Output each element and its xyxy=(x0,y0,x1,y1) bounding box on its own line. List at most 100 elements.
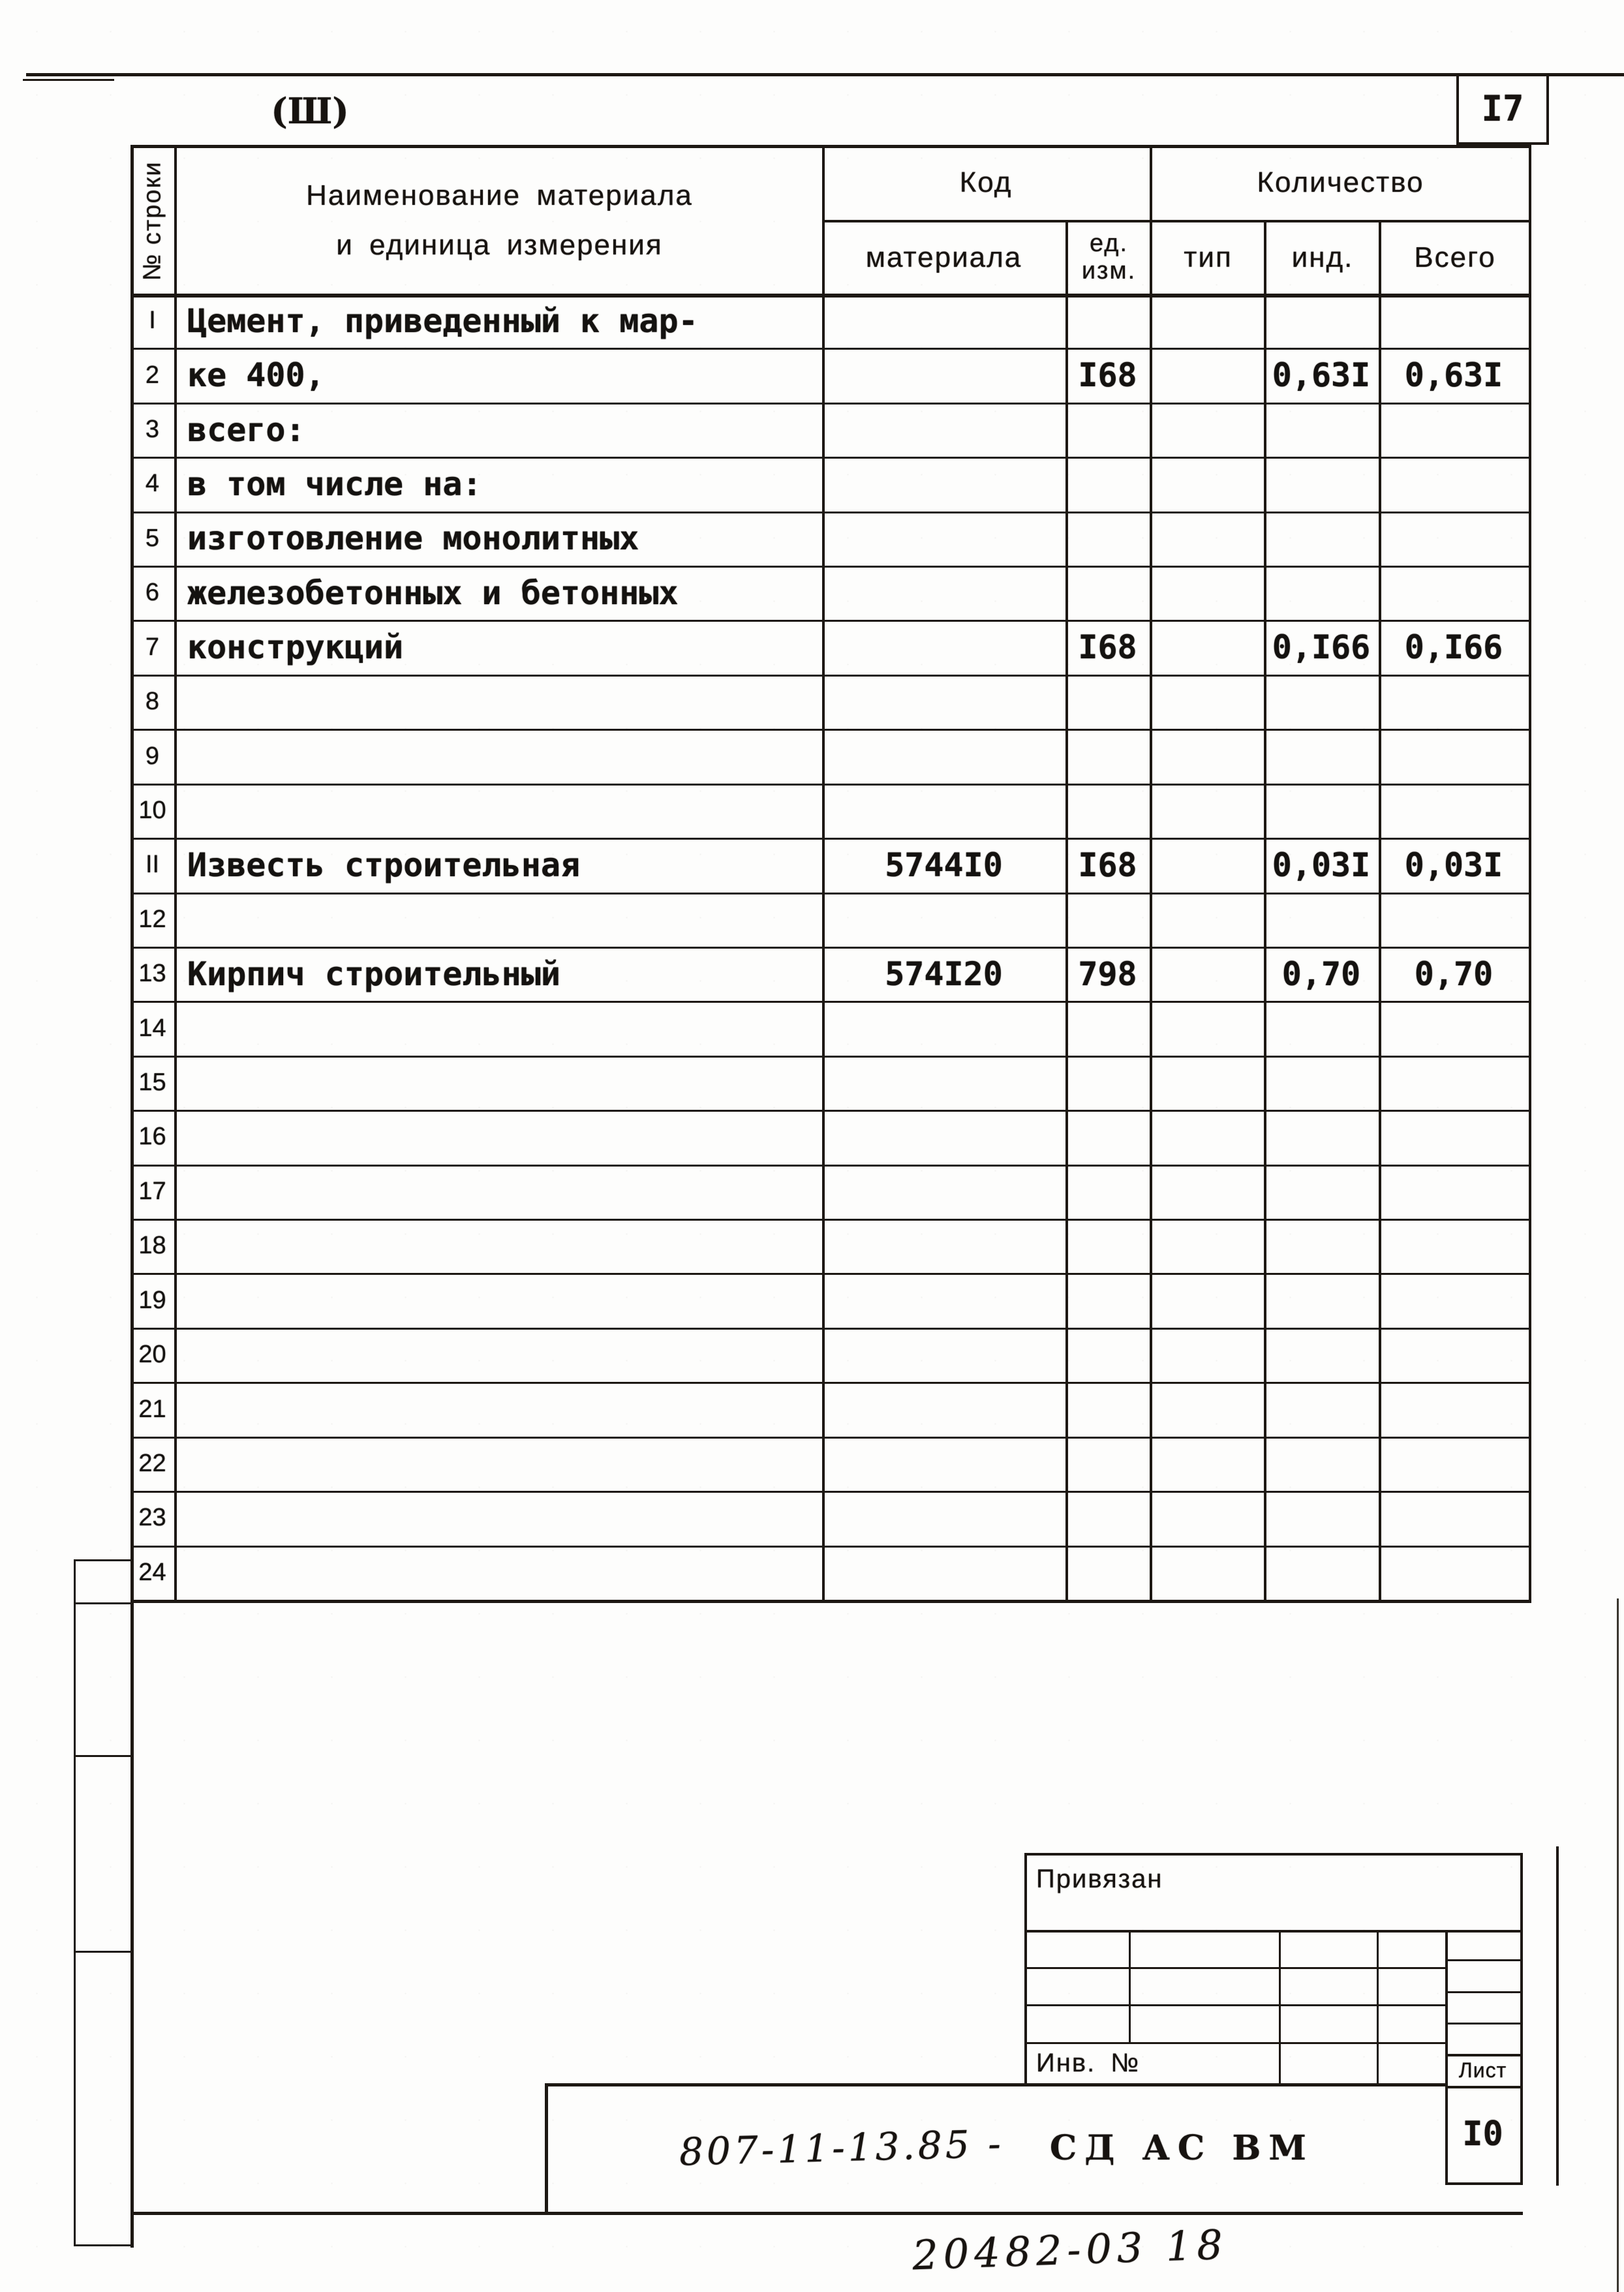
material-name xyxy=(174,1001,822,1055)
sheetcol-line xyxy=(1445,1991,1520,1993)
qty-type xyxy=(1150,893,1264,947)
material-name xyxy=(174,784,822,838)
outer-right-frame xyxy=(1556,1846,1559,2186)
qty-type xyxy=(1150,512,1264,566)
qty-type xyxy=(1150,729,1264,783)
qty-ind xyxy=(1264,1491,1379,1545)
qty-type xyxy=(1150,348,1264,402)
qty-ind xyxy=(1264,1219,1379,1273)
unit-code xyxy=(1065,675,1150,729)
material-name: конструкций xyxy=(187,628,404,667)
material-code: 5744I0 xyxy=(885,846,1003,884)
section-mark: (Ш) xyxy=(271,90,349,132)
qty-total xyxy=(1379,1328,1529,1382)
material-name xyxy=(174,1491,822,1545)
qty-ind xyxy=(1264,893,1379,947)
row-number: 15 xyxy=(138,1069,166,1097)
inventory-label: Инв. № xyxy=(1036,2048,1141,2077)
qty-type xyxy=(1150,1328,1264,1382)
material-code xyxy=(822,893,1065,947)
material-name xyxy=(174,1328,822,1382)
margin-strip-line xyxy=(74,1951,132,1953)
table-row: 10 xyxy=(130,784,1529,840)
material-code xyxy=(822,784,1065,838)
material-code xyxy=(822,1165,1065,1219)
margin-strip-line xyxy=(74,1559,132,1561)
material-name xyxy=(174,1219,822,1273)
qty-type xyxy=(1150,566,1264,620)
material-code xyxy=(822,1110,1065,1164)
qty-ind xyxy=(1264,1328,1379,1382)
qty-ind xyxy=(1264,1546,1379,1600)
qty-ind xyxy=(1264,1274,1379,1328)
unit-code xyxy=(1065,566,1150,620)
qty-type xyxy=(1150,620,1264,675)
qty-ind xyxy=(1264,1382,1379,1436)
qty-type xyxy=(1150,1165,1264,1219)
grid-line xyxy=(1024,1967,1448,1969)
qty-total xyxy=(1379,294,1529,348)
qty-ind xyxy=(1264,1056,1379,1110)
qty-ind xyxy=(1264,784,1379,838)
qty-total: 0,63I xyxy=(1404,356,1503,395)
unit-code xyxy=(1065,512,1150,566)
qty-ind: 0,I66 xyxy=(1272,628,1371,667)
qty-ind: 0,03I xyxy=(1272,846,1371,884)
material-name xyxy=(174,729,822,783)
qty-type xyxy=(1150,1110,1264,1164)
qty-total: 0,I66 xyxy=(1404,628,1503,667)
quantity-header: Количество xyxy=(1257,166,1424,198)
material-code xyxy=(822,512,1065,566)
qty-total xyxy=(1379,893,1529,947)
qty-ind xyxy=(1264,512,1379,566)
row-number: 20 xyxy=(138,1341,166,1369)
unit-code xyxy=(1065,1328,1150,1382)
qty-type xyxy=(1150,675,1264,729)
total-sub-header: Всего xyxy=(1414,241,1496,273)
qty-total xyxy=(1379,1165,1529,1219)
row-number: 13 xyxy=(138,960,166,988)
pagebox-right xyxy=(1546,73,1549,145)
qty-type xyxy=(1150,294,1264,348)
row-number: 14 xyxy=(138,1014,166,1042)
table-row: 5 изготовление монолитных xyxy=(130,512,1529,568)
qty-total: 0,70 xyxy=(1414,955,1494,993)
ind-sub-header: инд. xyxy=(1291,241,1354,273)
table-row: 22 xyxy=(130,1437,1529,1493)
rownum-column-header: № строки xyxy=(138,160,166,281)
qty-type xyxy=(1150,1056,1264,1110)
bound-box-left xyxy=(1024,1853,1027,2086)
material-name-header: Наименование материала и единица измерен… xyxy=(306,179,693,261)
sheet-number: I0 xyxy=(1462,2115,1503,2154)
material-name xyxy=(174,1056,822,1110)
col-line-material-unit xyxy=(1065,220,1068,1602)
material-code xyxy=(822,1274,1065,1328)
qty-total xyxy=(1379,729,1529,783)
unit-code xyxy=(1065,1110,1150,1164)
row-number: 8 xyxy=(145,688,160,716)
row-number: 5 xyxy=(145,524,160,552)
table-row: 7 конструкций I68 0,I66 0,I66 xyxy=(130,620,1529,677)
qty-ind xyxy=(1264,457,1379,511)
unit-code xyxy=(1065,1491,1150,1545)
sheetcol-line xyxy=(1445,2054,1520,2056)
table-row: II Известь строительная 5744I0 I68 0,03I 0,03… xyxy=(130,838,1529,894)
qty-type xyxy=(1150,1382,1264,1436)
table-row: 17 xyxy=(130,1165,1529,1221)
material-code xyxy=(822,294,1065,348)
material-name: всего: xyxy=(187,410,305,449)
qty-total xyxy=(1379,1382,1529,1436)
doc-code: СД АС ВМ xyxy=(1049,2128,1314,2168)
margin-strip-left xyxy=(74,1559,76,2246)
type-sub-header: тип xyxy=(1184,241,1233,273)
row-number: II xyxy=(145,851,160,879)
qty-total xyxy=(1379,1110,1529,1164)
row-number: 19 xyxy=(138,1286,166,1314)
unit-code xyxy=(1065,294,1150,348)
material-code xyxy=(822,1546,1065,1600)
material-name: Кирпич строительный xyxy=(187,955,560,993)
table-row: 18 xyxy=(130,1219,1529,1276)
sheetcol-line xyxy=(1445,1959,1520,1961)
handwritten-note: 20482-03 18 xyxy=(912,2220,1229,2279)
col-line-rownum xyxy=(174,145,177,1602)
